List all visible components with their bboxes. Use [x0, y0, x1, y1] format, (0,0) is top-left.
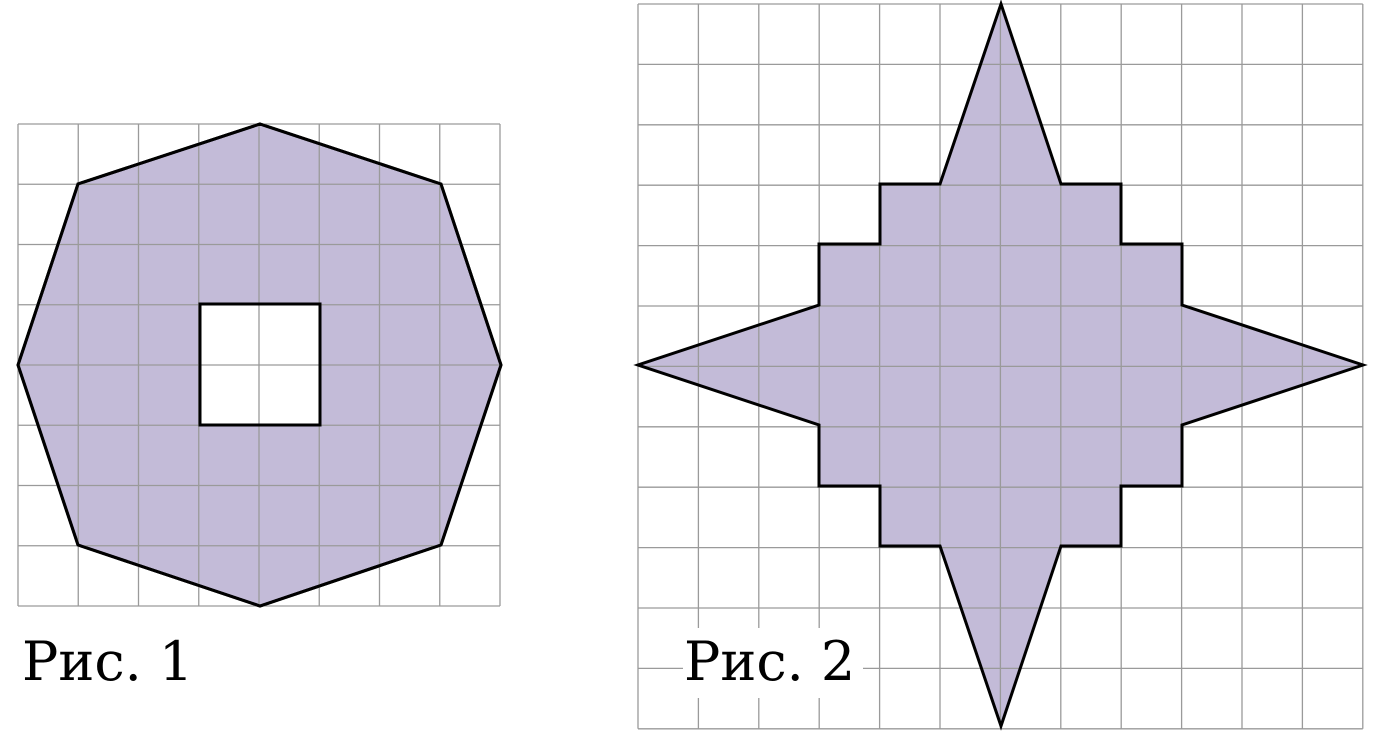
figure-1-caption: Рис. 1 [22, 630, 193, 693]
figure-1: Рис. 1 [18, 124, 501, 693]
figure-2-caption: Рис. 2 [684, 630, 855, 693]
figure-2-grid [638, 4, 1363, 729]
figure-2: Рис. 2 [638, 4, 1363, 729]
